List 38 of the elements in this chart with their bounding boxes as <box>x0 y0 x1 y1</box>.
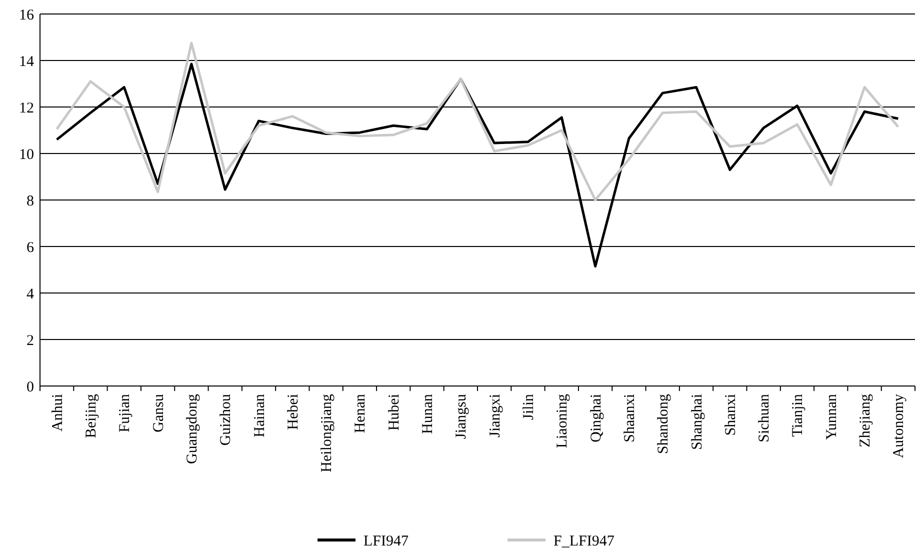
x-tick-label: Hubei <box>386 394 402 431</box>
x-tick-label: Hainan <box>252 394 268 438</box>
y-tick-label: 6 <box>26 240 34 256</box>
x-tick-label: Yunnan <box>824 394 840 440</box>
x-tick-label: Sichuan <box>756 394 773 442</box>
line-series <box>56 42 900 202</box>
y-tick-label: 12 <box>19 100 34 116</box>
y-tick-label: 14 <box>19 54 34 70</box>
x-tick-label: Fujian <box>117 394 134 432</box>
legend-label: F_LFI947 <box>554 533 615 550</box>
x-tick-label: Jiangsu <box>454 394 470 439</box>
x-tick-label: Shaanxi <box>622 394 638 442</box>
y-tick-label: 4 <box>26 286 34 302</box>
x-tick-label: Hebei <box>285 394 302 430</box>
y-tick-label: 10 <box>19 146 34 163</box>
x-tick-label: Shanghai <box>689 394 706 450</box>
x-tick-label: Beijing <box>83 394 100 438</box>
y-tick-label: 2 <box>26 332 34 349</box>
x-tick-label: Shanxi <box>722 394 739 436</box>
x-tick-label: Heilongjiang <box>319 394 336 472</box>
x-tick-label: Hunan <box>420 394 436 434</box>
x-tick-label: Shandong <box>656 394 672 454</box>
x-tick-label: Gansu <box>150 394 167 432</box>
x-tick-label: Zhejiang <box>858 394 874 448</box>
x-tick-label: Liaoning <box>554 394 571 448</box>
x-tick-label: Autonomy <box>891 394 908 458</box>
x-tick-label: Jiangxi <box>487 394 504 438</box>
y-tick-label: 16 <box>19 7 34 24</box>
y-tick-label: 8 <box>26 193 34 210</box>
x-tick-label: Guangdong <box>184 394 200 464</box>
y-tick-label: 0 <box>26 379 34 396</box>
x-tick-label: Anhui <box>50 394 66 432</box>
x-tick-label: Qinghai <box>588 394 604 442</box>
x-tick-label: Tianjin <box>790 394 806 437</box>
x-tick-label: Henan <box>352 394 369 434</box>
legend-label: LFI947 <box>364 533 409 550</box>
x-tick-label: Jilin <box>520 394 537 420</box>
x-tick-label: Guizhou <box>218 394 234 446</box>
